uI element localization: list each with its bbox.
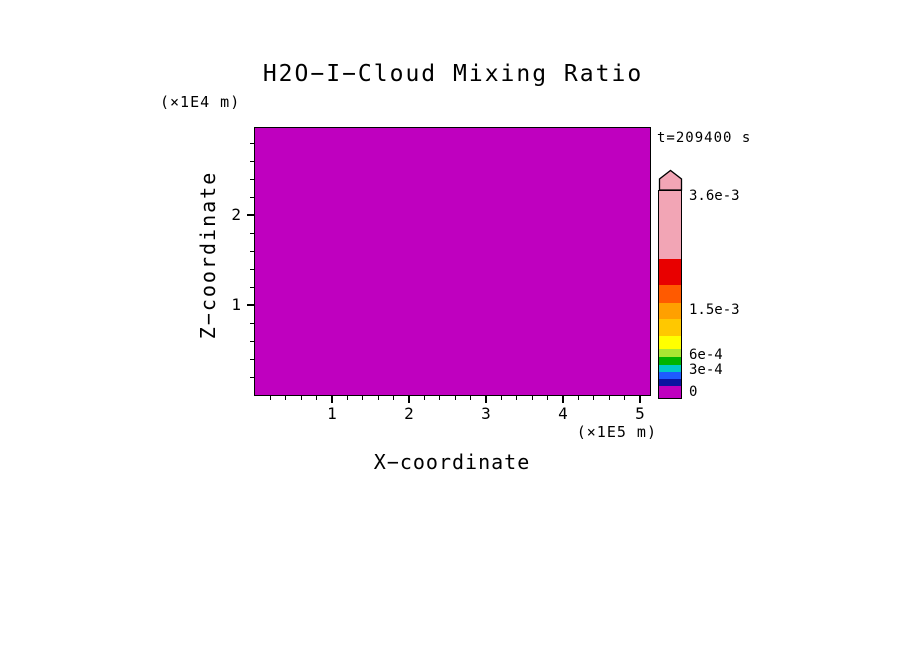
x-minor-tick: [500, 396, 502, 400]
x-minor-tick: [316, 396, 318, 400]
colorbar-segment: [659, 336, 681, 349]
x-minor-tick: [454, 396, 456, 400]
y-major-tick: [247, 214, 254, 216]
x-axis-label: X−coordinate: [373, 450, 531, 474]
x-tick-label: 4: [558, 404, 568, 423]
y-minor-tick: [250, 250, 254, 252]
chart-title: H2O−I−Cloud Mixing Ratio: [262, 61, 644, 87]
colorbar-segment: [659, 303, 681, 319]
colorbar-value-label: 3.6e-3: [689, 188, 740, 204]
colorbar-segment: [659, 372, 681, 379]
x-tick-label: 5: [635, 404, 645, 423]
x-tick-label: 2: [404, 404, 414, 423]
x-minor-tick: [439, 396, 441, 400]
colorbar-value-label: 3e-4: [689, 362, 723, 378]
x-minor-tick: [377, 396, 379, 400]
x-major-tick: [639, 396, 641, 403]
colorbar-segment: [659, 285, 681, 303]
y-tick-label: 1: [231, 295, 241, 315]
x-minor-tick: [300, 396, 302, 400]
y-minor-tick: [250, 178, 254, 180]
y-minor-tick: [250, 286, 254, 288]
x-minor-tick: [531, 396, 533, 400]
colorbar-segment: [659, 319, 681, 336]
y-minor-tick: [250, 196, 254, 198]
plot-area: [254, 127, 651, 396]
colorbar-segment: [659, 349, 681, 357]
x-minor-tick: [470, 396, 472, 400]
colorbar-segment: [659, 379, 681, 386]
colorbar: [658, 190, 682, 399]
y-tick-label: 2: [231, 205, 241, 225]
x-tick-label: 3: [481, 404, 491, 423]
colorbar-segment: [659, 259, 681, 285]
x-minor-tick: [516, 396, 518, 400]
time-annotation: t=209400 s: [657, 130, 752, 146]
x-minor-tick: [423, 396, 425, 400]
x-minor-tick: [362, 396, 364, 400]
y-major-tick: [247, 304, 254, 306]
y-minor-tick: [250, 142, 254, 144]
colorbar-value-label: 6e-4: [689, 347, 723, 363]
y-minor-tick: [250, 160, 254, 162]
colorbar-segment: [659, 365, 681, 372]
x-minor-tick: [269, 396, 271, 400]
colorbar-arrow-icon: [658, 169, 683, 191]
y-minor-tick: [250, 322, 254, 324]
colorbar-segment: [659, 357, 681, 365]
x-major-tick: [485, 396, 487, 403]
x-minor-tick: [346, 396, 348, 400]
colorbar-segment: [659, 386, 681, 398]
x-minor-tick: [285, 396, 287, 400]
x-tick-label: 1: [327, 404, 337, 423]
x-minor-tick: [577, 396, 579, 400]
colorbar-segment: [659, 191, 681, 259]
y-minor-tick: [250, 358, 254, 360]
x-axis-unit-label: (×1E5 m): [576, 423, 657, 441]
y-minor-tick: [250, 376, 254, 378]
y-minor-tick: [250, 268, 254, 270]
x-minor-tick: [608, 396, 610, 400]
colorbar-value-label: 0: [689, 384, 698, 400]
x-minor-tick: [547, 396, 549, 400]
x-major-tick: [331, 396, 333, 403]
x-minor-tick: [393, 396, 395, 400]
y-minor-tick: [250, 232, 254, 234]
z-axis-unit-label: (×1E4 m): [160, 93, 241, 111]
x-minor-tick: [624, 396, 626, 400]
x-major-tick: [408, 396, 410, 403]
y-minor-tick: [250, 340, 254, 342]
colorbar-value-label: 1.5e-3: [689, 302, 740, 318]
x-major-tick: [562, 396, 564, 403]
x-minor-tick: [593, 396, 595, 400]
